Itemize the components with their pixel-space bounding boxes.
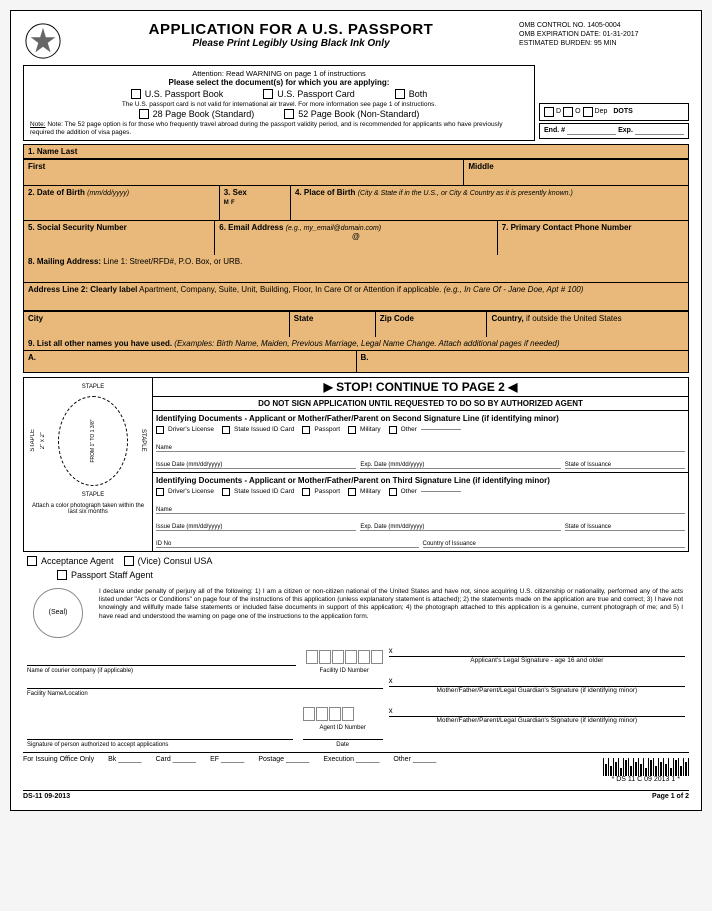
omb-expiration: OMB EXPIRATION DATE: 01-31-2017 [519,30,689,39]
military-checkbox[interactable]: Military [348,426,381,434]
stop-warning: DO NOT SIGN APPLICATION UNTIL REQUESTED … [153,397,688,411]
mailing-field[interactable]: 8. Mailing Address: Line 1: Street/RFD#,… [24,255,688,283]
parent2-sig-label: Mother/Father/Parent/Legal Guardian's Si… [389,717,685,724]
id-no-2[interactable]: ID No [156,533,419,548]
barcode-text: * DS 11 C 09 2013 1 * [603,776,690,783]
agent-id-boxes[interactable] [303,707,383,721]
acceptance-agent-checkbox[interactable]: Acceptance Agent [27,556,114,566]
staff-agent-checkbox[interactable]: Passport Staff Agent [57,570,153,580]
facility-id-boxes[interactable] [306,650,383,664]
id-coi-2[interactable]: Country of Issuance [423,533,686,548]
form-subtitle: Please Print Legibly Using Black Ink Onl… [71,38,511,49]
auth-sig-label: Signature of person authorized to accept… [27,742,293,748]
passport-book-checkbox[interactable]: U.S. Passport Book [131,89,224,99]
other-checkbox[interactable]: Other [389,426,461,434]
dl-checkbox[interactable]: Driver's License [156,426,214,434]
email-field[interactable]: 6. Email Address (e.g., my_email@domain.… [215,221,497,255]
state-id-checkbox-2[interactable]: State Issued ID Card [222,488,294,496]
zip-field[interactable]: Zip Code [376,312,488,337]
staple-label: STAPLE [28,427,38,454]
other-name-a[interactable]: A. [24,351,357,372]
staple-label: STAPLE [138,427,148,454]
photo-caption: Attach a color photograph taken within t… [28,503,148,515]
dl-checkbox-2[interactable]: Driver's License [156,488,214,496]
id-name-2[interactable]: Name [156,499,685,514]
id-exp-date-2[interactable]: Exp. Date (mm/dd/yyyy) [360,516,560,531]
stop-banner: ▶ STOP! CONTINUE TO PAGE 2 ◀ [153,378,688,397]
passport-card-checkbox[interactable]: U.S. Passport Card [263,89,355,99]
middle-name-field[interactable]: Middle [464,160,688,185]
form-number: DS-11 09-2013 [23,793,70,800]
card-note: The U.S. passport card is not valid for … [30,101,528,108]
page-number: Page 1 of 2 [652,793,689,800]
both-checkbox[interactable]: Both [395,89,428,99]
phone-field[interactable]: 7. Primary Contact Phone Number [498,221,688,255]
signature-section: Name of courier company (if applicable) … [23,642,689,752]
military-checkbox-2[interactable]: Military [348,488,381,496]
attention-text: Attention: Read WARNING on page 1 of ins… [30,69,528,78]
us-seal-icon [23,21,63,61]
first-name-field[interactable]: First [24,160,464,185]
header: APPLICATION FOR A U.S. PASSPORT Please P… [23,21,689,61]
id-soi[interactable]: State of Issuance [565,454,685,469]
passport-checkbox[interactable]: Passport [302,426,340,434]
courier-label: Name of courier company (if applicable) [27,668,296,674]
facility-loc-label: Facility Name/Location [27,691,383,697]
other-checkbox-2[interactable]: Other [389,488,461,496]
state-id-checkbox[interactable]: State Issued ID Card [222,426,294,434]
document-select-box: Attention: Read WARNING on page 1 of ins… [23,65,535,141]
form-fields-section: 1. Name Last First Middle 2. Date of Bir… [23,144,689,373]
dob-field[interactable]: 2. Date of Birth (mm/dd/yyyy) [24,186,220,220]
declaration-text: I declare under penalty of perjury all o… [93,584,689,642]
passport-checkbox-2[interactable]: Passport [302,488,340,496]
id-issue-date[interactable]: Issue Date (mm/dd/yyyy) [156,454,356,469]
id-soi-2[interactable]: State of Issuance [565,516,685,531]
vice-consul-checkbox[interactable]: (Vice) Consul USA [124,556,213,566]
name-row: 1. Name Last [24,145,688,159]
id-exp-date[interactable]: Exp. Date (mm/dd/yyyy) [360,454,560,469]
form-title: APPLICATION FOR A U.S. PASSPORT [71,21,511,38]
page-note: Note: Note: The 52 page option is for th… [30,121,528,137]
seal-placeholder: (Seal) [33,588,83,638]
photo-oval: FROM 1" TO 1 3/8" [58,396,128,486]
photo-box: STAPLE 2" x 2" STAPLE FROM 1" TO 1 3/8" … [23,377,153,552]
barcode [603,756,690,776]
id-title-2: Identifying Documents - Applicant or Mot… [156,476,685,485]
pob-field[interactable]: 4. Place of Birth (City & State if in th… [291,186,688,220]
id-name[interactable]: Name [156,437,685,452]
office-codes-row: D O Dep DOTS [539,103,689,121]
size-label: 2" x 2" [38,430,48,451]
52-page-checkbox[interactable]: 52 Page Book (Non-Standard) [284,109,419,119]
please-select-text: Please select the document(s) for which … [30,78,528,87]
country-field[interactable]: Country, if outside the United States [487,312,688,337]
28-page-checkbox[interactable]: 28 Page Book (Standard) [139,109,255,119]
agent-row: Acceptance Agent (Vice) Consul USA [23,552,689,570]
omb-control: OMB CONTROL NO. 1405-0004 [519,21,689,30]
end-exp-row: End. # Exp. [539,123,689,139]
sex-field[interactable]: 3. SexM F [220,186,291,220]
issuing-row: For Issuing Office Only Bk ______ Card _… [23,752,689,786]
omb-info: OMB CONTROL NO. 1405-0004 OMB EXPIRATION… [519,21,689,48]
footer: DS-11 09-2013 Page 1 of 2 [23,790,689,800]
form-page: APPLICATION FOR A U.S. PASSPORT Please P… [10,10,702,811]
stop-section: STAPLE 2" x 2" STAPLE FROM 1" TO 1 3/8" … [23,377,689,552]
id-title-1: Identifying Documents - Applicant or Mot… [156,414,685,423]
other-names-field[interactable]: 9. List all other names you have used. (… [24,337,688,350]
other-name-b[interactable]: B. [357,351,689,372]
ssn-field[interactable]: 5. Social Security Number [24,221,215,255]
parent1-sig-label: Mother/Father/Parent/Legal Guardian's Si… [389,687,685,694]
omb-burden: ESTIMATED BURDEN: 95 MIN [519,39,689,48]
city-field[interactable]: City [24,312,290,337]
applicant-sig-label: Applicant's Legal Signature - age 16 and… [389,657,685,664]
state-field[interactable]: State [290,312,376,337]
address2-field[interactable]: Address Line 2: Clearly label Apartment,… [24,283,688,311]
id-section-1: Identifying Documents - Applicant or Mot… [153,411,688,473]
id-section-2: Identifying Documents - Applicant or Mot… [153,473,688,551]
id-issue-date-2[interactable]: Issue Date (mm/dd/yyyy) [156,516,356,531]
